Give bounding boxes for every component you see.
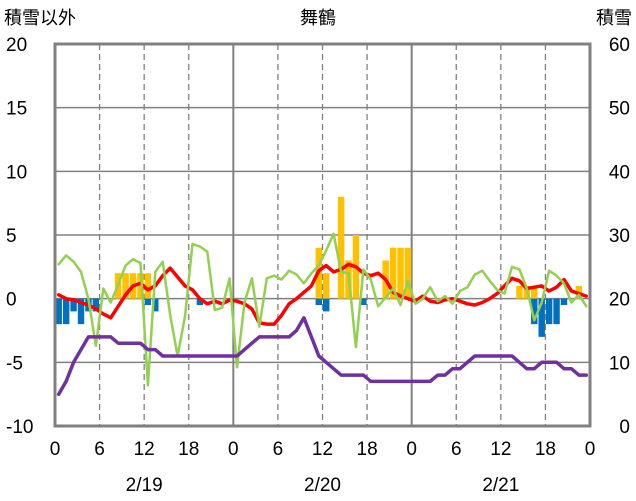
y-tick-label-left: 5 (6, 226, 17, 247)
chart-title: 舞鶴 (300, 8, 336, 29)
data-bar (323, 273, 330, 299)
data-bar (560, 298, 568, 306)
x-axis-ticks: 0 6 12 18 0 6 12 18 0 6 12 18 0 (50, 439, 596, 460)
y-tick-label-right: 0 (619, 417, 630, 438)
y-tick-label-left: 20 (6, 35, 27, 56)
data-bar (55, 298, 62, 325)
data-bar (545, 298, 553, 325)
x-tick-label: 12 (490, 439, 511, 460)
x-tick-label: 6 (94, 439, 105, 460)
x-tick-label: 18 (535, 439, 556, 460)
x-tick-label: 12 (134, 439, 155, 460)
data-bar (389, 247, 397, 299)
data-bar (77, 298, 85, 325)
data-bar (531, 298, 538, 325)
data-bar (397, 247, 404, 299)
y-tick-label-left: 0 (6, 290, 17, 311)
x-tick-label: 18 (178, 439, 199, 460)
y-tick-label-left: -5 (6, 353, 23, 374)
date-label: 2/20 (304, 475, 341, 496)
y-axis-left-ticks: 20 15 10 5 0 -5 -10 (6, 35, 33, 438)
y-tick-label-right: 20 (609, 290, 630, 311)
data-bar (144, 273, 152, 299)
lines-layer (56, 232, 589, 396)
data-bar (62, 298, 70, 325)
series-line (57, 232, 588, 387)
x-tick-label: 0 (228, 439, 239, 460)
data-bar (315, 298, 322, 306)
series-line (56, 316, 589, 396)
data-bar (323, 298, 330, 312)
series-line (56, 262, 589, 326)
y-axis-left-label: 積雪以外 (4, 8, 76, 29)
y-tick-label-right: 40 (609, 162, 630, 183)
x-tick-label: 6 (273, 439, 284, 460)
data-bar (360, 298, 367, 306)
date-label: 2/21 (482, 475, 519, 496)
y-tick-label-right: 30 (609, 226, 630, 247)
data-bar (92, 298, 100, 312)
y-axis-right-ticks: 60 50 40 30 20 10 0 (609, 35, 630, 438)
x-tick-label: 18 (357, 439, 378, 460)
data-bar (152, 298, 159, 312)
plot-frame (53, 42, 592, 428)
y-tick-label-right: 60 (609, 35, 630, 56)
y-tick-label-left: -10 (6, 417, 33, 438)
data-bar (196, 298, 204, 306)
y-tick-label-left: 10 (6, 162, 27, 183)
data-bar (122, 273, 129, 299)
x-tick-label: 12 (312, 439, 333, 460)
data-bar (137, 273, 144, 299)
data-bar (553, 298, 560, 325)
x-tick-label: 0 (406, 439, 417, 460)
data-bar (70, 298, 77, 312)
data-bar (531, 285, 538, 299)
x-tick-label: 6 (451, 439, 462, 460)
x-tick-label: 0 (585, 439, 596, 460)
data-bar (538, 298, 545, 337)
y-tick-label-left: 15 (6, 99, 27, 120)
data-bar (144, 298, 152, 306)
data-bar (337, 196, 345, 299)
y-tick-label-right: 10 (609, 353, 630, 374)
y-axis-right-label: 積雪 (596, 8, 632, 29)
data-bar (516, 285, 523, 299)
x-tick-label: 0 (50, 439, 61, 460)
grid-lines (55, 44, 590, 426)
y-tick-label-right: 50 (609, 99, 630, 120)
date-label: 2/19 (126, 475, 163, 496)
date-labels: 2/19 2/20 2/21 (126, 475, 520, 496)
data-bar (404, 247, 412, 299)
